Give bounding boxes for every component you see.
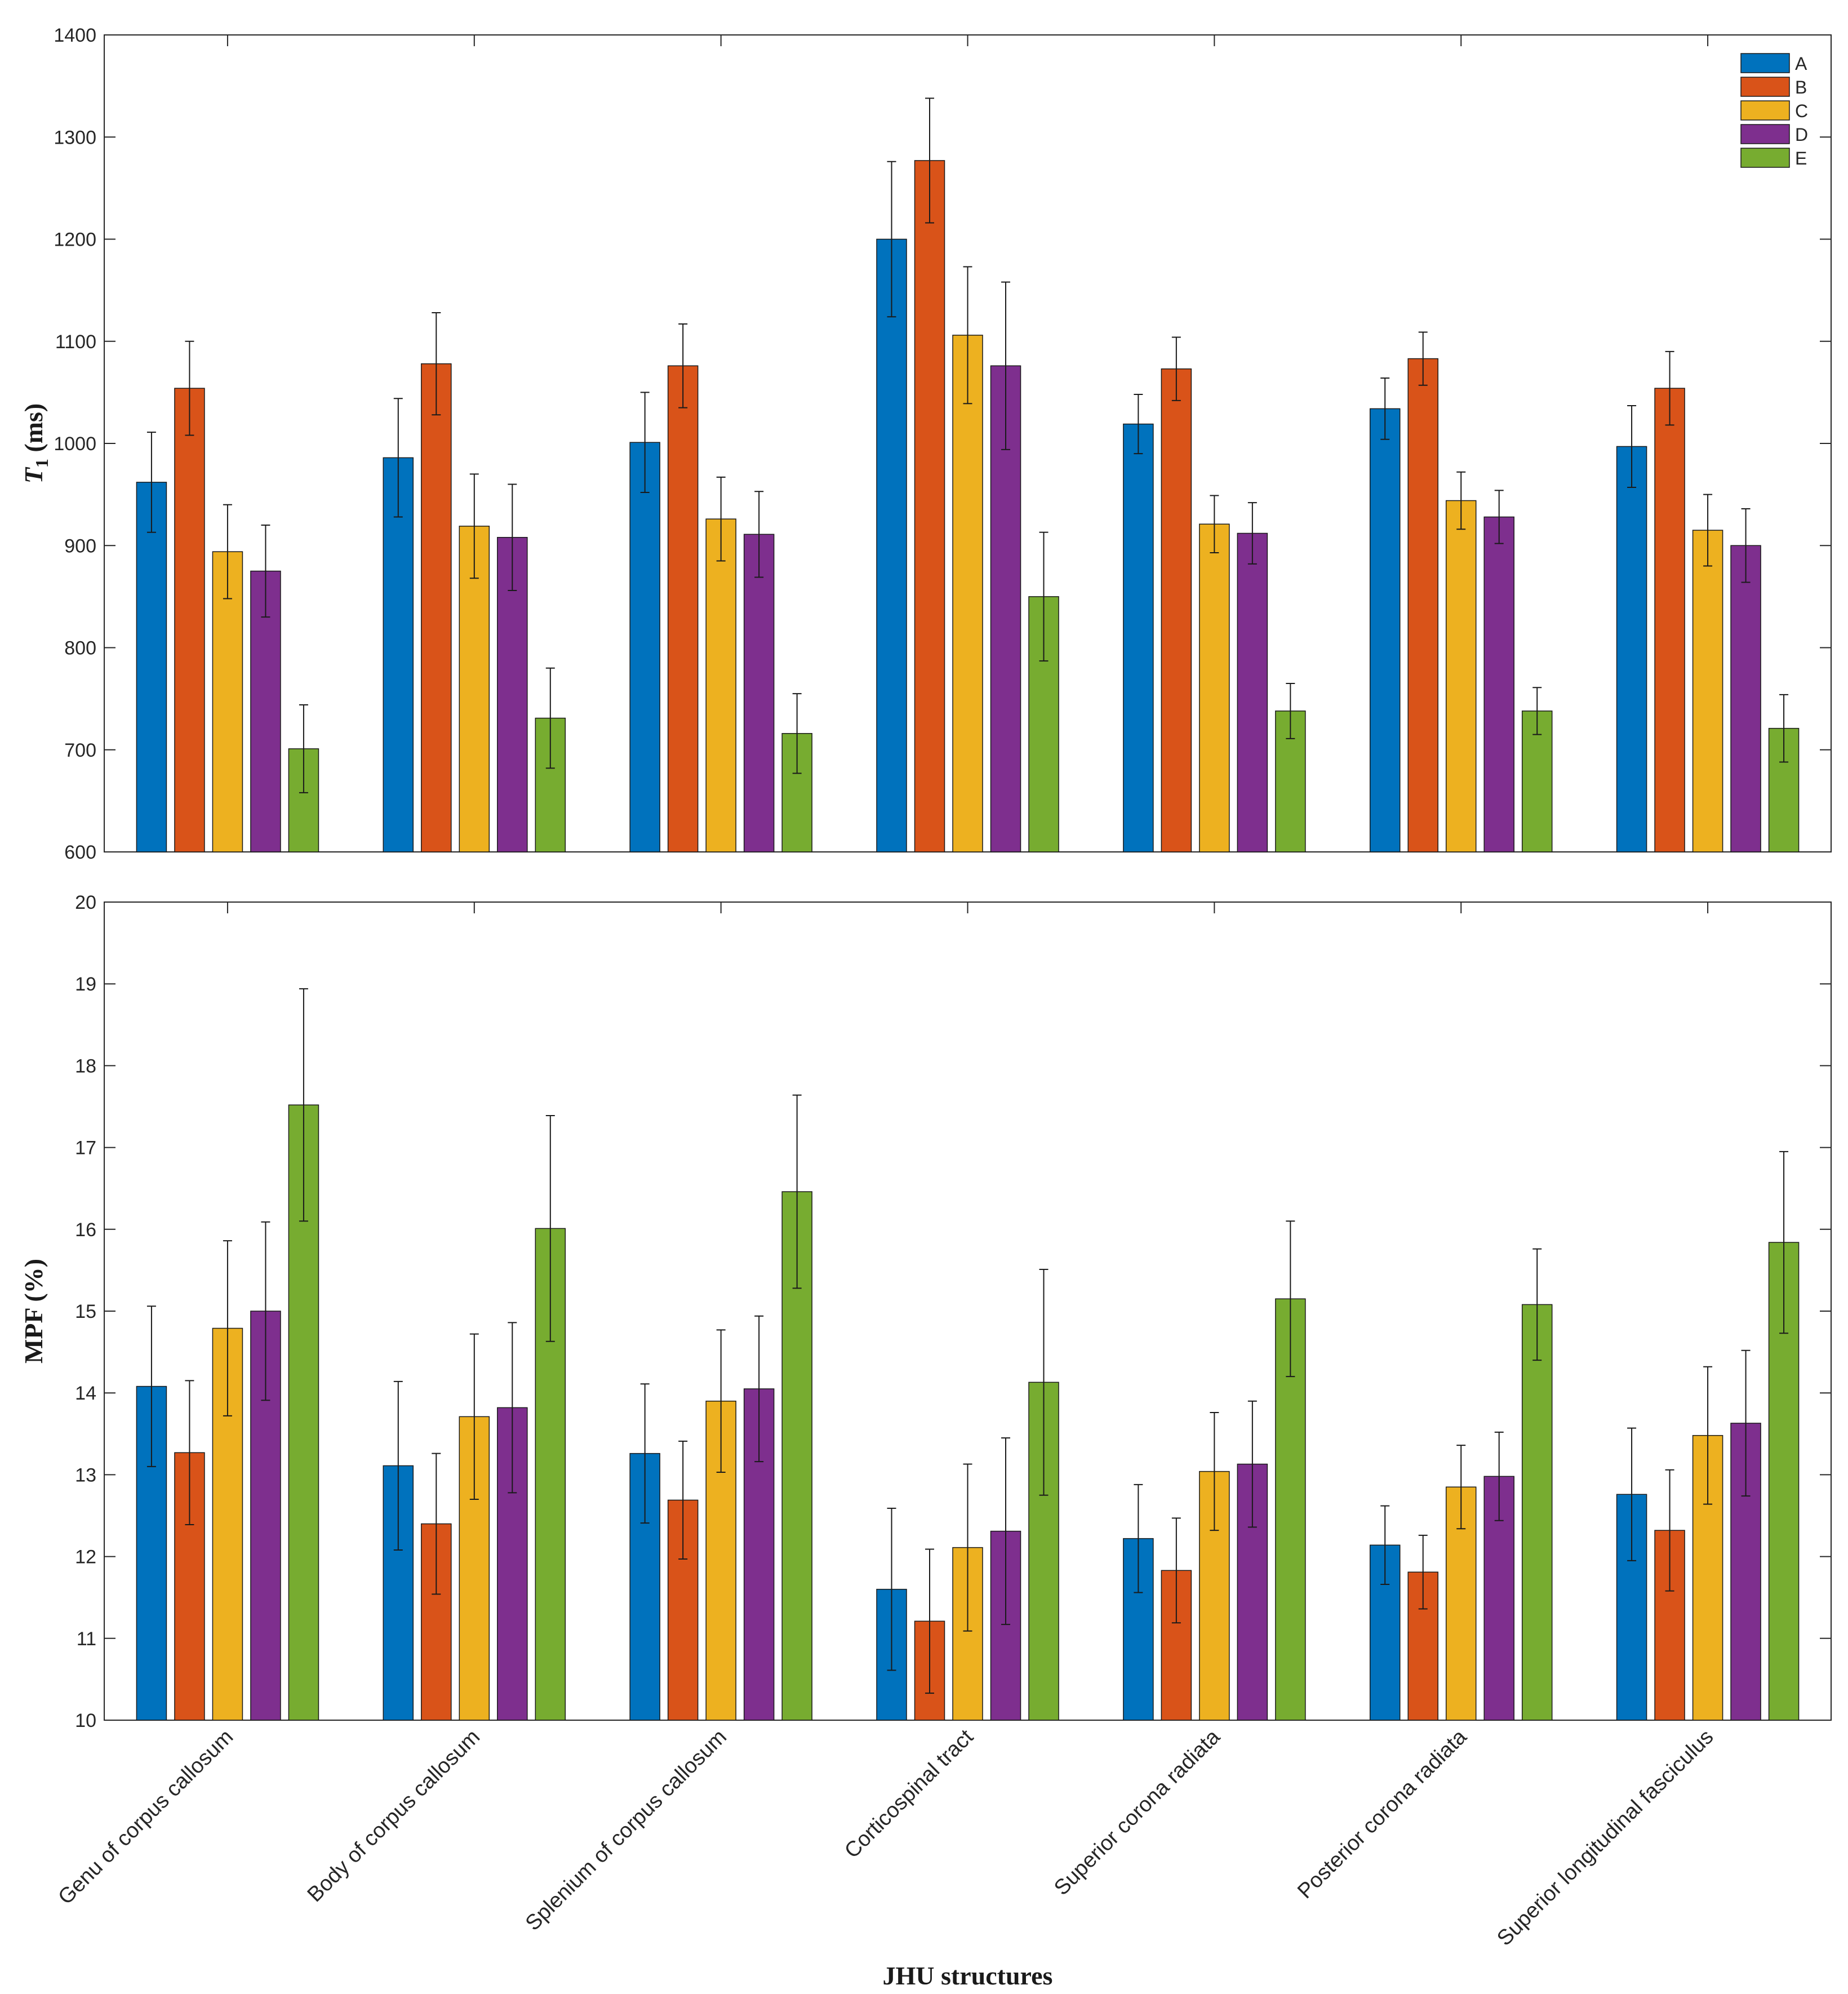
bar-d-t1-0 xyxy=(250,570,281,852)
bar-c-t1-6 xyxy=(1692,530,1723,852)
legend-swatch-c xyxy=(1740,100,1790,121)
panel-0-ytick-label: 1300 xyxy=(54,127,96,148)
x-axis-title: JHU structures xyxy=(883,1961,1053,1990)
panel-0-ytick-label: 1000 xyxy=(54,433,96,455)
panel-1-ytick-label: 16 xyxy=(75,1219,96,1241)
legend-label-c: C xyxy=(1795,101,1808,121)
bar-b-t1-2 xyxy=(667,365,699,852)
panel-0-ylabel: T1 (ms) xyxy=(19,403,52,483)
bar-e-t1-0 xyxy=(288,748,319,852)
panel-0-ytick-label: 600 xyxy=(64,842,96,863)
bar-d-t1-5 xyxy=(1483,516,1514,852)
bar-a-t1-3 xyxy=(876,238,907,852)
legend-swatch-d xyxy=(1740,124,1790,144)
bar-c-t1-0 xyxy=(212,551,243,852)
panel-1-ytick-label: 13 xyxy=(75,1464,96,1486)
bar-d-t1-4 xyxy=(1237,532,1268,852)
panel-1-ytick-label: 19 xyxy=(75,974,96,995)
bar-a-t1-2 xyxy=(629,442,660,852)
legend-label-a: A xyxy=(1795,54,1807,74)
bar-c-t1-2 xyxy=(705,518,736,852)
panel-1-ytick-label: 18 xyxy=(75,1055,96,1077)
bar-a-t1-4 xyxy=(1123,423,1154,852)
bar-e-mpf-5 xyxy=(1521,1304,1553,1721)
bar-c-t1-1 xyxy=(459,526,490,852)
panel-0-ytick-label: 800 xyxy=(64,638,96,659)
ylabel-subscript: 1 xyxy=(32,459,52,468)
panel-1-ytick-label: 10 xyxy=(75,1710,96,1731)
panel-0-ytick-label: 1100 xyxy=(55,331,96,353)
panel-1-ytick-label: 12 xyxy=(75,1547,96,1568)
bar-b-t1-3 xyxy=(914,160,945,852)
ylabel-main: T xyxy=(19,467,48,483)
bar-b-mpf-4 xyxy=(1161,1570,1192,1721)
bar-a-t1-6 xyxy=(1616,446,1647,852)
legend-label-e: E xyxy=(1795,148,1807,168)
bar-a-t1-0 xyxy=(136,482,167,852)
bar-d-t1-2 xyxy=(743,534,775,852)
panel-1-ytick-label: 11 xyxy=(77,1628,96,1650)
panel-0-ytick-label: 900 xyxy=(64,535,96,557)
bar-b-t1-6 xyxy=(1654,388,1685,852)
bar-c-t1-3 xyxy=(952,335,983,852)
bar-a-t1-5 xyxy=(1369,408,1401,852)
bar-b-t1-5 xyxy=(1407,358,1438,852)
ylabel-unit: (%) xyxy=(19,1259,48,1308)
bar-d-t1-6 xyxy=(1730,545,1761,852)
legend-swatch-e xyxy=(1740,148,1790,168)
panel-1-ytick-label: 14 xyxy=(75,1383,96,1404)
legend-label-b: B xyxy=(1795,77,1807,97)
panel-0-ytick-label: 700 xyxy=(64,740,96,761)
panel-1-ytick-label: 15 xyxy=(75,1301,96,1322)
panel-1-ytick-label: 20 xyxy=(75,892,96,913)
legend-swatch-a xyxy=(1740,53,1790,73)
legend-swatch-b xyxy=(1740,77,1790,97)
ylabel-unit: (ms) xyxy=(19,403,48,459)
bar-b-t1-4 xyxy=(1161,368,1192,852)
ylabel-main: MPF xyxy=(19,1308,48,1364)
panel-1-ylabel: MPF (%) xyxy=(19,1259,48,1364)
panel-0-ytick-label: 1400 xyxy=(54,25,96,46)
bar-c-t1-4 xyxy=(1199,523,1230,852)
legend-label-d: D xyxy=(1795,125,1808,145)
panel-0-ytick-label: 1200 xyxy=(54,229,96,251)
bar-b-t1-1 xyxy=(421,363,452,852)
panel-1-ytick-label: 17 xyxy=(75,1138,96,1159)
bar-b-t1-0 xyxy=(174,388,205,852)
bar-a-t1-1 xyxy=(383,457,414,852)
bar-c-t1-5 xyxy=(1445,500,1477,852)
